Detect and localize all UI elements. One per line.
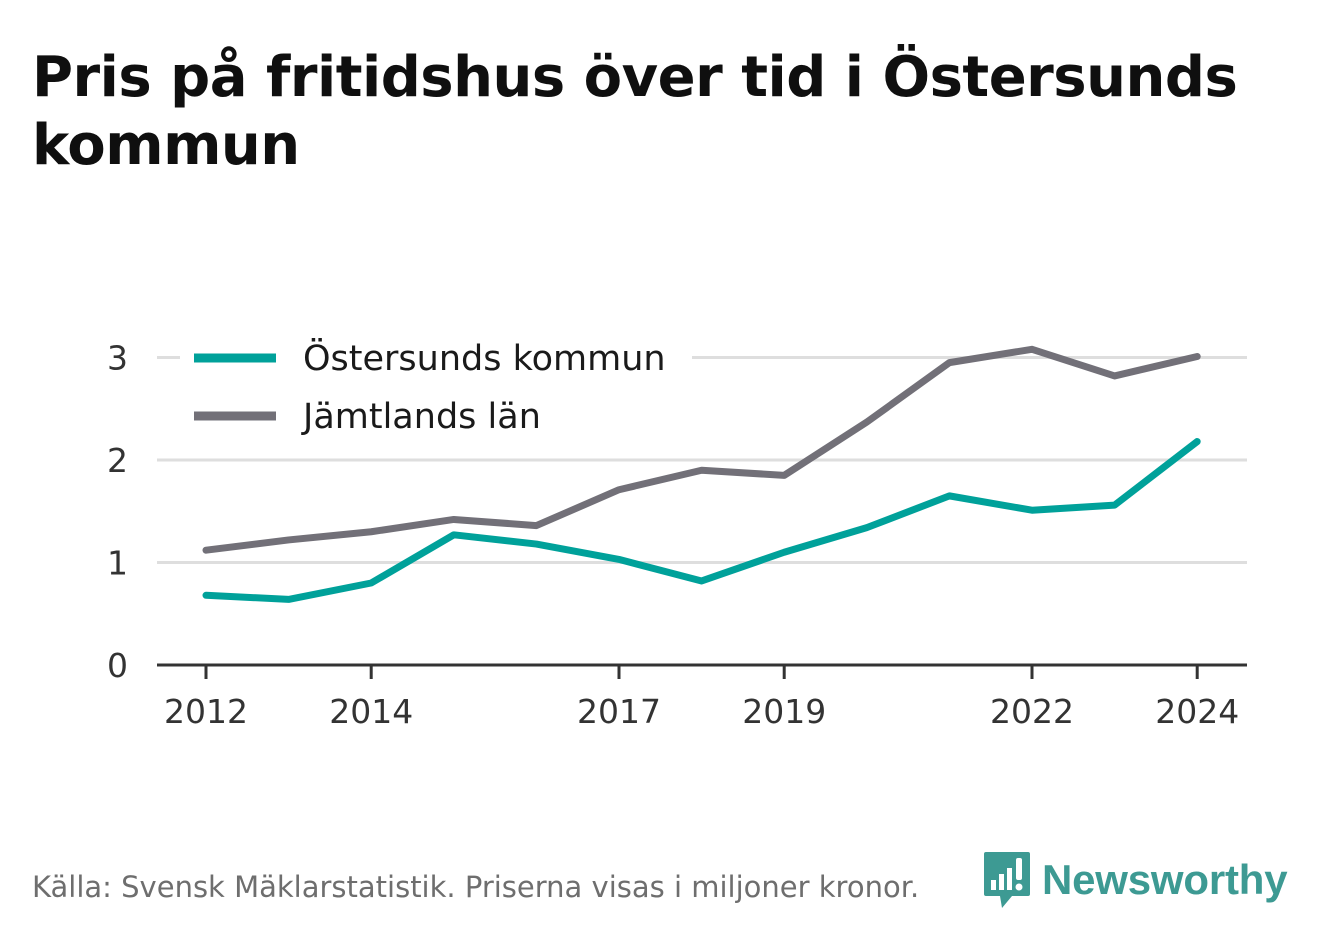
newsworthy-logo-icon (984, 852, 1030, 908)
x-tick-label: 2014 (329, 692, 413, 731)
x-tick-label: 2019 (742, 692, 826, 731)
brand-logo: Newsworthy (982, 850, 1288, 910)
y-tick-label: 3 (107, 339, 128, 378)
y-tick-label: 1 (107, 544, 128, 583)
legend: Östersunds kommun Jämtlands län (180, 330, 692, 440)
legend-label: Östersunds kommun (303, 337, 666, 379)
x-axis-ticks: 2012 2014 2017 2019 2022 2024 (164, 665, 1239, 731)
x-tick-label: 2012 (164, 692, 248, 731)
legend-background (180, 330, 692, 440)
y-axis-ticks: 0 1 2 3 (107, 339, 128, 686)
x-tick-label: 2024 (1155, 692, 1239, 731)
series-line-1 (202, 438, 1201, 603)
x-tick-label: 2022 (990, 692, 1074, 731)
y-tick-label: 2 (107, 441, 128, 480)
y-tick-label: 0 (107, 646, 128, 685)
source-note: Källa: Svensk Mäklarstatistik. Priserna … (32, 870, 920, 904)
legend-label: Jämtlands län (301, 397, 541, 437)
x-tick-label: 2017 (577, 692, 661, 731)
series-line-2 (202, 345, 1201, 554)
series-lines (202, 345, 1201, 603)
brand-name: Newsworthy (1042, 856, 1288, 903)
chart-title: Pris på fritidshus över tid i Östersunds… (32, 45, 1238, 178)
